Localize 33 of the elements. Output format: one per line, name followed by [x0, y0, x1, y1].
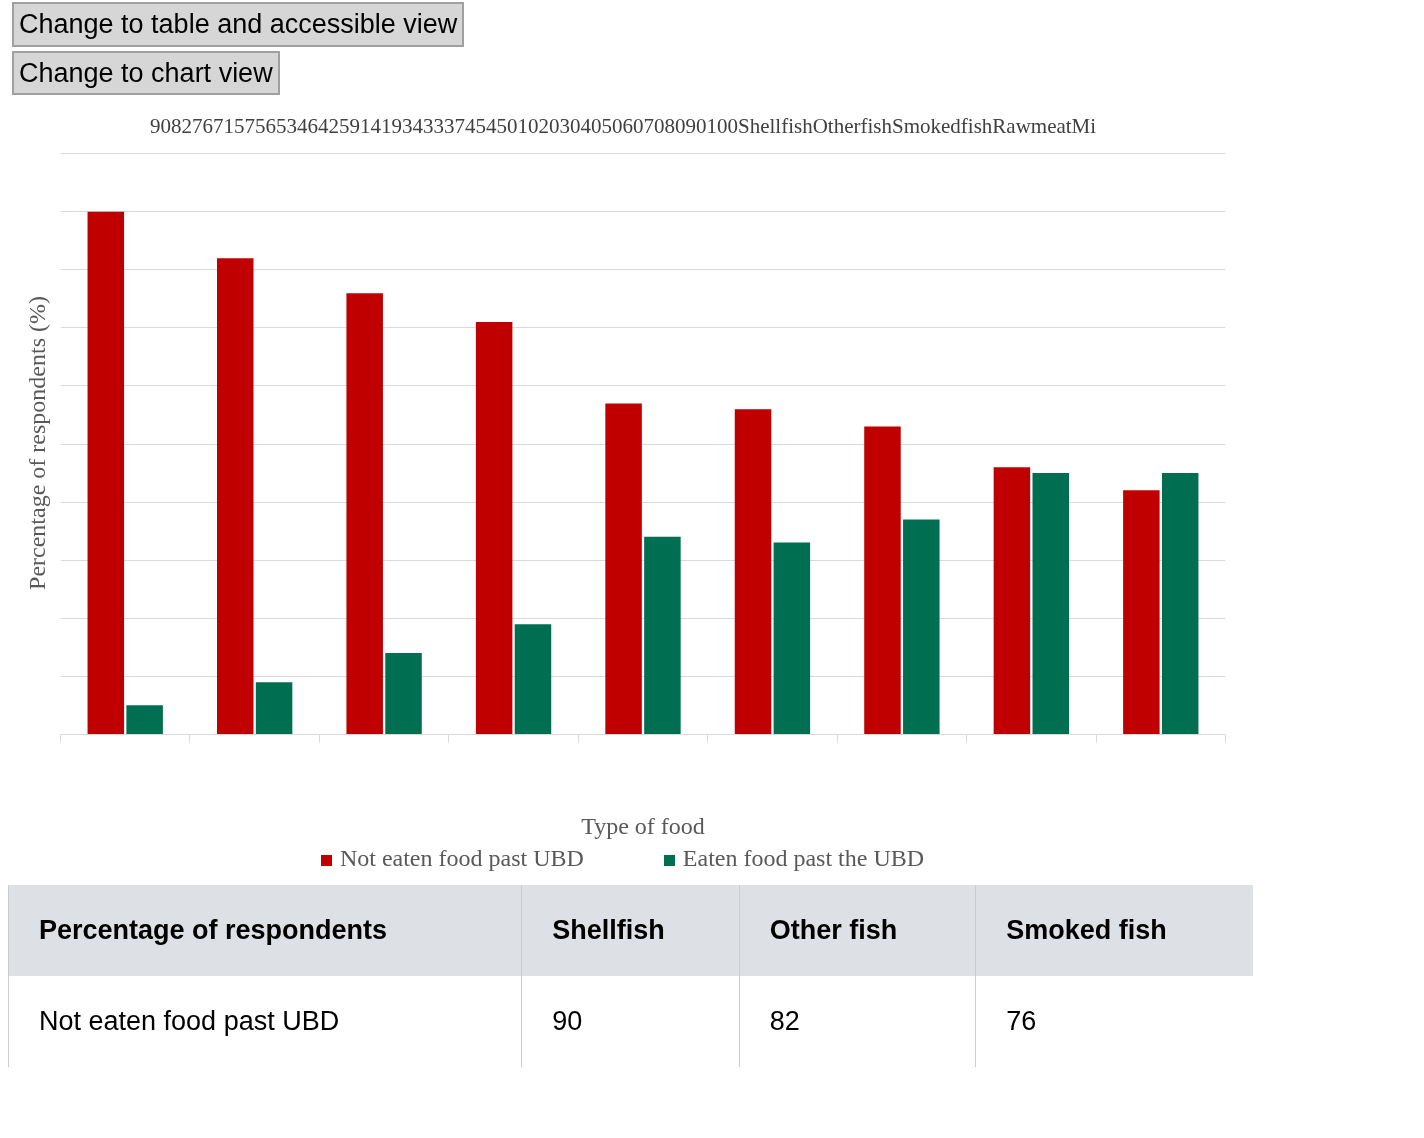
bar: [605, 403, 642, 735]
bar: [1161, 473, 1199, 735]
text: Not eaten food past UBD: [8, 975, 522, 1067]
text: Smoked fish: [975, 885, 1253, 976]
text: Percentage of respondents: [8, 885, 522, 976]
bar: [87, 211, 125, 735]
x-axis-title: Type of food: [581, 812, 705, 839]
y-axis-title: Percentage of respondents (%): [23, 296, 50, 591]
bar: [217, 258, 254, 735]
text: Change to table and accessible view: [12, 2, 465, 47]
text: Change to chart view: [12, 50, 280, 96]
bar: [385, 653, 422, 735]
text: 76: [975, 975, 1253, 1067]
bar: [773, 542, 811, 735]
bar: [644, 536, 681, 735]
text: Other fish: [739, 885, 976, 976]
bar: [126, 705, 163, 735]
legend-label: Eaten food past the UBD: [681, 845, 925, 872]
text: Shellfish: [521, 885, 740, 976]
legend-label: Not eaten food past UBD: [338, 845, 584, 872]
bar: [903, 519, 940, 735]
text: 82: [739, 975, 976, 1067]
bar: [1032, 473, 1069, 735]
bar: [346, 293, 383, 735]
bar: [993, 467, 1031, 735]
bar: [1123, 490, 1160, 735]
bar: [475, 322, 513, 735]
bar: [734, 409, 772, 735]
text: 90827671575653464259141934333745450102030405060708090100ShellfishOtherfishSmokedfishRawmeatMi: [150, 111, 1097, 142]
bar: [255, 682, 293, 735]
bar: [864, 426, 901, 735]
bar: [514, 624, 552, 735]
text: 90: [521, 975, 740, 1067]
